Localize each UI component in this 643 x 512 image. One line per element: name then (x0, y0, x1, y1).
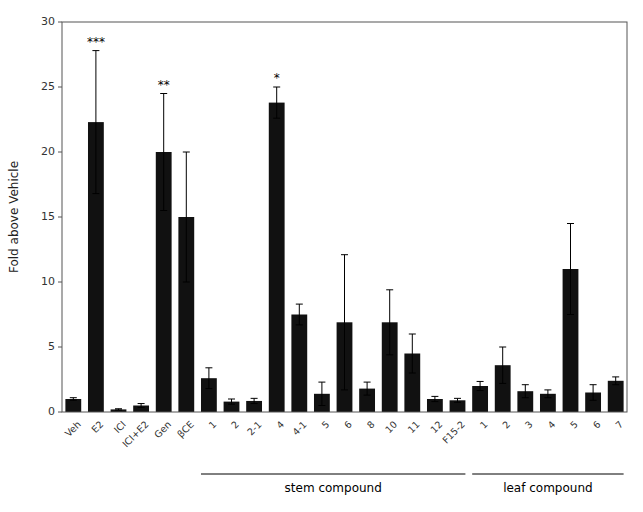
error-bar (567, 224, 574, 315)
x-tick-label: 4 (545, 419, 557, 431)
x-tick-label: 2 (500, 419, 512, 431)
x-tick-label: 4-1 (290, 419, 309, 438)
y-tick-label: 20 (41, 145, 55, 158)
x-tick-label: 4 (274, 419, 286, 431)
x-tick-label: 2 (229, 419, 241, 431)
error-bar (409, 334, 416, 373)
chart: 051015202530Fold above VehicleVehE2ICIIC… (0, 0, 643, 512)
y-tick (58, 412, 62, 413)
x-tick-label: 12 (428, 419, 444, 435)
bars (65, 103, 623, 412)
y-tick (58, 217, 62, 218)
x-tick-label: 1 (206, 419, 218, 431)
y-tick-label: 30 (41, 15, 55, 28)
y-tick (58, 282, 62, 283)
x-tick-label: ICI+E2 (120, 419, 151, 450)
y-axis: 0 5 10 15 20 25 30 (41, 15, 62, 418)
groups: stem compound leaf compound (201, 474, 624, 495)
bar (269, 103, 285, 412)
error-bar (318, 382, 325, 405)
error-bar (70, 398, 77, 401)
x-tick-label: 10 (383, 419, 399, 435)
y-tick-label: 5 (48, 340, 55, 353)
x-tick-label: 3 (523, 419, 535, 431)
group-bracket (201, 474, 465, 475)
bar (608, 381, 624, 412)
x-axis: VehE2ICIICI+E2GenβCE122-144-1568101112F1… (63, 419, 626, 450)
group-label: stem compound (285, 481, 382, 495)
y-tick (58, 87, 62, 88)
error-bar (115, 409, 122, 410)
x-tick-label: βCE (175, 419, 196, 440)
x-tick-label: ICI (112, 419, 128, 435)
group-bracket (472, 474, 623, 475)
error-bar (477, 381, 484, 390)
x-tick-label: E2 (89, 419, 105, 435)
plot-frame (62, 22, 627, 412)
error-bar (92, 51, 99, 194)
x-tick-label: Gen (152, 419, 173, 440)
x-tick-label: 1 (478, 419, 490, 431)
significance-label: *** (87, 35, 105, 49)
significance-label: * (274, 71, 280, 85)
y-tick (58, 22, 62, 23)
group-label: leaf compound (503, 481, 593, 495)
error-bar (590, 385, 597, 401)
x-tick-label: 5 (319, 419, 331, 431)
x-tick-label: 6 (591, 419, 603, 431)
error-bar (544, 390, 551, 398)
error-bar (138, 404, 145, 408)
page: {"chart_data": {"type": "bar", "categori… (0, 0, 643, 512)
significance-label: ** (158, 78, 170, 92)
error-bar (205, 368, 212, 389)
error-bar (273, 87, 280, 118)
error-bar (612, 377, 619, 385)
error-bar (183, 152, 190, 282)
error-bar (251, 398, 258, 403)
error-bar (228, 399, 235, 404)
error-bar (386, 290, 393, 355)
annotations: ****** (87, 35, 280, 92)
y-tick-label: 15 (41, 210, 55, 223)
y-tick-label: 10 (41, 275, 55, 288)
x-tick-label: 8 (365, 419, 377, 431)
y-tick (58, 347, 62, 348)
error-bar (454, 398, 461, 402)
error-bar (431, 396, 438, 401)
x-tick-label: 7 (613, 419, 625, 431)
x-tick-label: F15-2 (440, 419, 467, 446)
error-bars (70, 51, 619, 410)
bar (65, 399, 81, 412)
error-bar (160, 94, 167, 211)
error-bar (296, 304, 303, 325)
y-tick (58, 152, 62, 153)
error-bar (499, 347, 506, 383)
x-tick-label: Veh (63, 419, 83, 439)
x-tick-label: 11 (405, 419, 421, 435)
error-bar (341, 255, 348, 390)
x-tick-label: 2-1 (245, 419, 264, 438)
y-axis-label: Fold above Vehicle (7, 161, 21, 273)
x-tick-label: 6 (342, 419, 354, 431)
bar (291, 315, 307, 413)
error-bar (522, 385, 529, 398)
y-tick-label: 25 (41, 80, 55, 93)
x-tick-label: 5 (568, 419, 580, 431)
error-bar (364, 382, 371, 395)
y-tick-label: 0 (48, 405, 55, 418)
